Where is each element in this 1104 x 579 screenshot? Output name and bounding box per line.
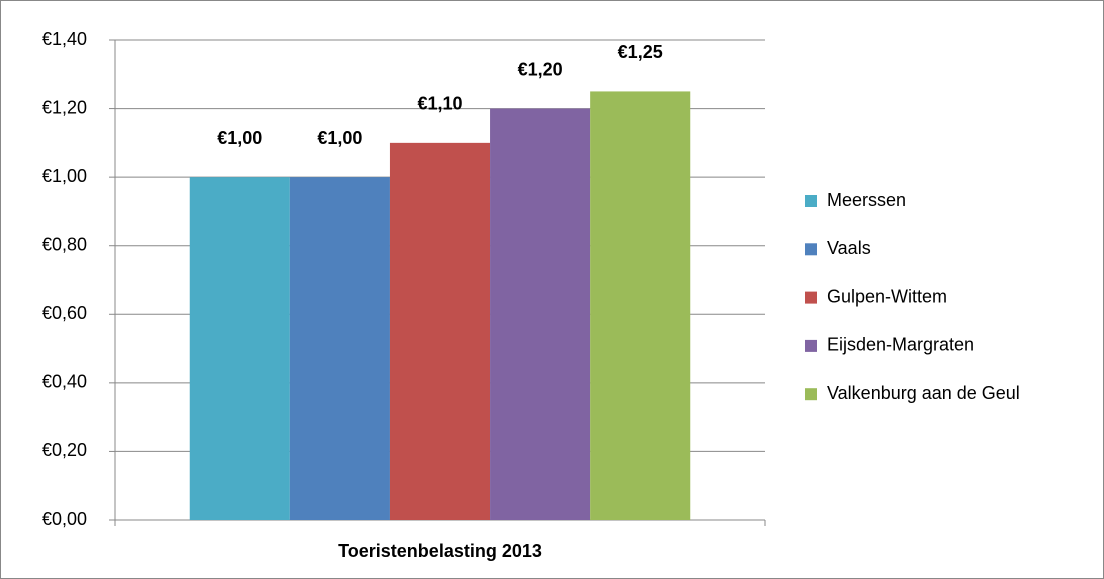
legend-swatch bbox=[805, 291, 817, 304]
legend-label: Gulpen-Wittem bbox=[827, 286, 947, 306]
data-label: €1,25 bbox=[618, 42, 663, 62]
bar bbox=[289, 177, 390, 520]
data-label: €1,00 bbox=[217, 128, 262, 148]
data-label: €1,00 bbox=[317, 128, 362, 148]
legend-label: Eijsden-Margraten bbox=[827, 335, 974, 355]
legend-swatch bbox=[805, 243, 817, 256]
y-tick-label: €1,20 bbox=[42, 97, 87, 117]
bar bbox=[490, 108, 591, 521]
legend-swatch bbox=[805, 195, 817, 207]
y-tick-label: €0,40 bbox=[42, 372, 87, 392]
legend-swatch bbox=[805, 388, 817, 401]
legend-label: Meerssen bbox=[827, 190, 906, 210]
x-tick-label: Toeristenbelasting 2013 bbox=[338, 541, 542, 561]
y-tick-label: €0,20 bbox=[42, 440, 87, 460]
legend-label: Vaals bbox=[827, 238, 871, 258]
bar bbox=[189, 177, 290, 520]
y-tick-label: €0,80 bbox=[42, 234, 87, 254]
bar bbox=[590, 91, 691, 520]
y-tick-label: €0,00 bbox=[42, 509, 87, 529]
y-tick-label: €0,60 bbox=[42, 303, 87, 323]
data-label: €1,20 bbox=[518, 59, 563, 79]
legend-label: Valkenburg aan de Geul bbox=[827, 383, 1020, 403]
data-label: €1,10 bbox=[417, 94, 462, 114]
y-tick-label: €1,00 bbox=[42, 166, 87, 186]
legend-swatch bbox=[805, 339, 817, 352]
y-tick-label: €1,40 bbox=[42, 29, 87, 49]
bar bbox=[389, 142, 491, 520]
